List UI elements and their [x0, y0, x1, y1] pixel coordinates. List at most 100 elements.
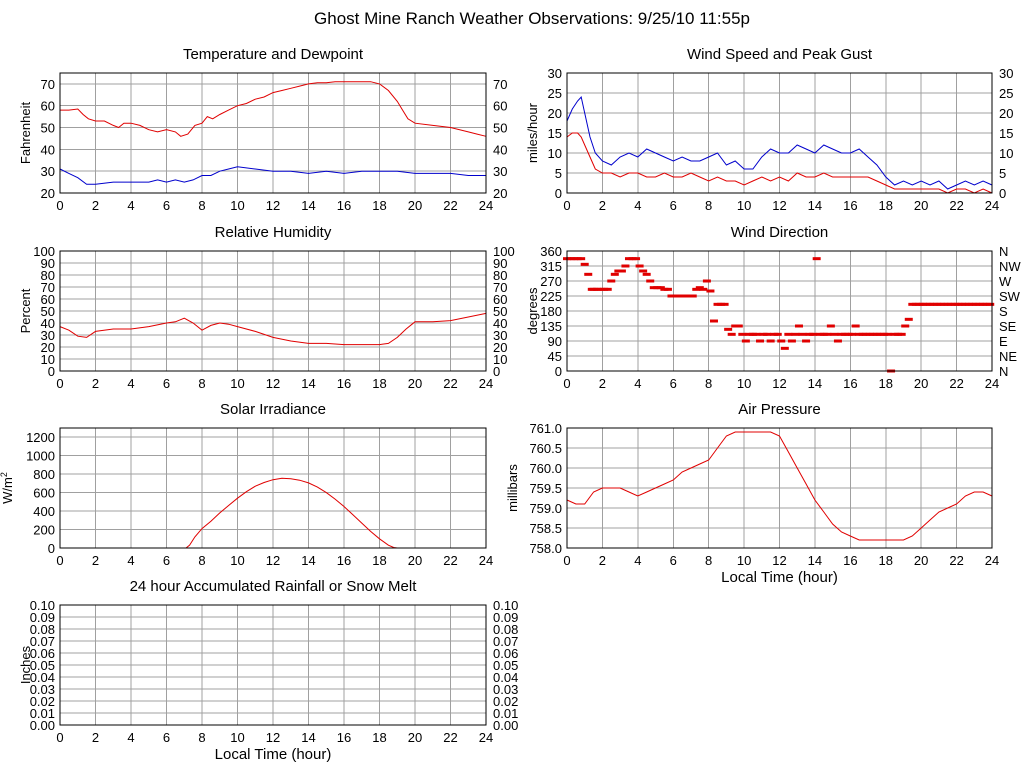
- y-tick-label: 225: [540, 289, 562, 304]
- x-tick-label: 22: [949, 376, 963, 391]
- data-point: [791, 332, 800, 336]
- data-point: [639, 269, 648, 273]
- data-point: [692, 287, 701, 291]
- x-tick-label: 2: [92, 376, 99, 391]
- right-tick-label: 50: [493, 304, 507, 319]
- x-tick-label: 6: [670, 376, 677, 391]
- right-tick-label: 60: [493, 292, 507, 307]
- right-tick-label: 70: [493, 77, 507, 92]
- data-point: [720, 302, 729, 306]
- right-tick-label: 0.07: [493, 634, 518, 649]
- x-tick-label: 16: [337, 553, 351, 568]
- right-tick-label: S: [999, 304, 1008, 319]
- data-point: [826, 324, 835, 328]
- right-tick-label: 0.06: [493, 646, 518, 661]
- x-tick-label: 4: [634, 553, 641, 568]
- y-tick-label: 758.0: [529, 541, 562, 556]
- x-tick-label: 12: [266, 376, 280, 391]
- data-point: [848, 332, 857, 336]
- x-tick-label: 22: [949, 553, 963, 568]
- x-tick-label: 18: [879, 376, 893, 391]
- x-tick-label: 18: [372, 730, 386, 745]
- x-tick-label: 20: [408, 198, 422, 213]
- data-point: [695, 286, 704, 290]
- y-tick-label: 10: [548, 146, 562, 161]
- x-tick-label: 6: [163, 198, 170, 213]
- x-tick-label: 12: [266, 198, 280, 213]
- right-tick-label: 90: [493, 256, 507, 271]
- y-tick-label: 0.05: [30, 658, 55, 673]
- data-point: [617, 269, 626, 273]
- x-tick-label: 8: [705, 553, 712, 568]
- data-point: [784, 332, 793, 336]
- x-tick-label: 10: [737, 553, 751, 568]
- right-tick-label: 20: [999, 106, 1013, 121]
- data-point: [738, 332, 747, 336]
- right-tick-label: 40: [493, 316, 507, 331]
- y-tick-label: 70: [41, 280, 55, 295]
- y-tick-label: 0: [555, 186, 562, 201]
- data-point: [787, 339, 796, 343]
- x-tick-label: 18: [372, 553, 386, 568]
- x-tick-label: 8: [705, 198, 712, 213]
- right-tick-label: 20: [493, 186, 507, 201]
- y-tick-label: 70: [41, 77, 55, 92]
- x-tick-label: 24: [479, 198, 493, 213]
- y-axis-label: millibars: [505, 464, 520, 512]
- x-tick-label: 0: [56, 730, 63, 745]
- data-point: [706, 289, 715, 293]
- y-tick-label: 760.5: [529, 441, 562, 456]
- right-tick-label: 0.03: [493, 682, 518, 697]
- right-tick-label: 25: [999, 86, 1013, 101]
- y-tick-label: 5: [555, 166, 562, 181]
- data-point: [802, 339, 811, 343]
- x-tick-label: 12: [772, 553, 786, 568]
- y-tick-label: 0.07: [30, 634, 55, 649]
- x-tick-label: 6: [163, 730, 170, 745]
- data-point: [646, 279, 655, 283]
- data-point: [621, 264, 630, 268]
- x-tick-label: 8: [198, 198, 205, 213]
- x-tick-label: 16: [337, 376, 351, 391]
- x-tick-label: 24: [479, 376, 493, 391]
- right-tick-label: 0.10: [493, 598, 518, 613]
- x-tick-label: 14: [808, 198, 822, 213]
- data-point: [642, 272, 651, 276]
- y-axis-label: Percent: [18, 288, 33, 333]
- x-tick-label: 8: [198, 376, 205, 391]
- right-tick-label: 0.09: [493, 610, 518, 625]
- x-tick-label: 4: [127, 198, 134, 213]
- x-tick-label: 0: [563, 198, 570, 213]
- y-axis-label: miles/hour: [525, 102, 540, 163]
- x-tick-label: 20: [914, 553, 928, 568]
- y-tick-label: 0.06: [30, 646, 55, 661]
- plot-frame: [59, 427, 487, 549]
- x-tick-label: 2: [92, 553, 99, 568]
- y-tick-label: 0: [555, 364, 562, 379]
- x-tick-label: 14: [808, 553, 822, 568]
- y-tick-label: 0.00: [30, 718, 55, 733]
- x-tick-label: 0: [56, 198, 63, 213]
- y-tick-label: 270: [540, 274, 562, 289]
- series-line-red: [60, 81, 487, 137]
- y-tick-label: 90: [41, 256, 55, 271]
- right-tick-label: 0.05: [493, 658, 518, 673]
- x-tick-label: 12: [772, 376, 786, 391]
- y-tick-label: 20: [41, 340, 55, 355]
- x-tick-label: 16: [843, 376, 857, 391]
- x-tick-label: 20: [914, 198, 928, 213]
- y-tick-label: 761.0: [529, 421, 562, 436]
- plot-frame: [59, 250, 487, 372]
- y-tick-label: 200: [33, 523, 55, 538]
- right-tick-label: 0: [493, 364, 500, 379]
- x-tick-label: 14: [301, 553, 315, 568]
- y-tick-label: 100: [33, 244, 55, 259]
- data-point: [901, 324, 910, 328]
- y-tick-label: 60: [41, 292, 55, 307]
- y-tick-label: 0.02: [30, 694, 55, 709]
